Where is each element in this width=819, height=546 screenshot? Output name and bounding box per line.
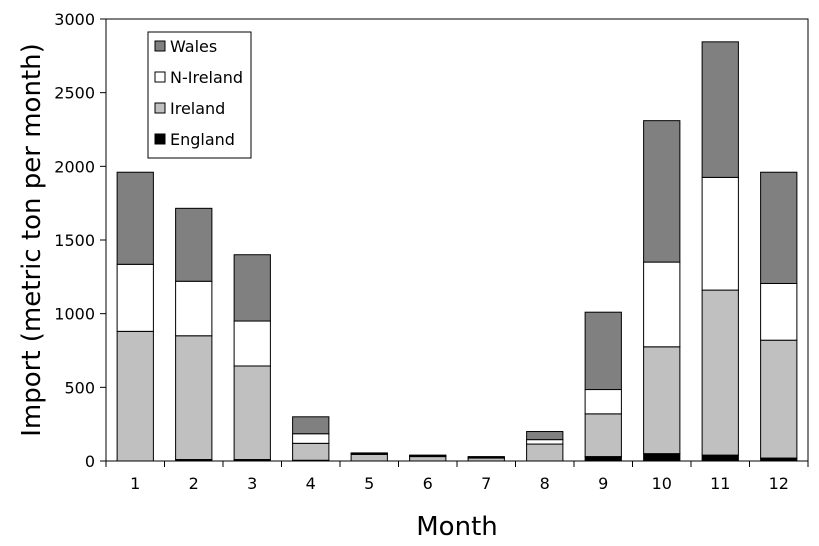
y-tick-label: 3000 (54, 10, 95, 29)
bar-segment-n-ireland (701, 176, 739, 291)
x-tick-label: 9 (598, 474, 608, 493)
y-tick-label: 1000 (54, 305, 95, 324)
bar-segment-wales (409, 454, 447, 457)
bar-segment-ireland (116, 330, 154, 462)
bar-segment-wales (584, 311, 622, 391)
x-tick-label: 7 (481, 474, 491, 493)
x-tick-label: 1 (130, 474, 140, 493)
x-tick-label: 12 (769, 474, 789, 493)
x-tick-label: 10 (652, 474, 672, 493)
bar-segment-england (643, 453, 681, 462)
x-tick-label: 2 (189, 474, 199, 493)
bar-segment-wales (643, 120, 681, 263)
bar-segment-england (584, 456, 622, 462)
bar-segment-wales (350, 452, 388, 455)
bar-segment-wales (292, 416, 330, 435)
legend: Wales N-Ireland Ireland England (147, 31, 252, 159)
bar-segment-ireland (526, 443, 564, 462)
y-tick-label: 2500 (54, 84, 95, 103)
bar-segment-ireland (409, 456, 447, 462)
bar-segment-n-ireland (584, 389, 622, 415)
bars (116, 41, 798, 462)
bar-segment-ireland (643, 346, 681, 455)
bar-segment-england (701, 454, 739, 462)
bar-segment-ireland (292, 442, 330, 461)
legend-swatch (154, 40, 166, 52)
bar-segment-wales (467, 456, 505, 458)
x-tick-label: 8 (540, 474, 550, 493)
bar-segment-ireland (701, 289, 739, 456)
x-tick-label: 4 (306, 474, 316, 493)
bar-segment-n-ireland (292, 433, 330, 444)
legend-label: Ireland (170, 99, 225, 118)
legend-label: N-Ireland (170, 68, 243, 87)
bar-segment-wales (233, 254, 271, 322)
bar-segment-wales (760, 171, 798, 284)
bar-segment-ireland (233, 365, 271, 461)
bar-segment-ireland (350, 453, 388, 462)
bar-segment-wales (701, 41, 739, 178)
legend-swatch (154, 102, 166, 114)
legend-label: England (170, 130, 235, 149)
y-tick-label: 500 (64, 378, 95, 397)
x-axis-title: Month (416, 512, 498, 542)
legend-label: Wales (170, 37, 217, 56)
legend-swatch (154, 133, 166, 145)
legend-swatch (154, 71, 166, 83)
x-tick-label: 11 (710, 474, 730, 493)
bar-segment-n-ireland (175, 280, 213, 337)
bar-segment-n-ireland (116, 263, 154, 332)
y-tick-label: 2000 (54, 157, 95, 176)
x-tick-label: 6 (423, 474, 433, 493)
x-tick-label: 3 (247, 474, 257, 493)
bar-segment-wales (175, 207, 213, 282)
y-tick-label: 1500 (54, 231, 95, 250)
bar-segment-n-ireland (526, 439, 564, 445)
y-tick-label: 0 (85, 452, 95, 471)
bar-segment-n-ireland (760, 282, 798, 341)
bar-segment-ireland (584, 413, 622, 458)
bar-segment-wales (116, 171, 154, 265)
bar-segment-n-ireland (233, 320, 271, 367)
bar-segment-ireland (175, 335, 213, 461)
bar-segment-n-ireland (643, 261, 681, 348)
y-axis-title: Import (metric ton per month) (17, 43, 47, 437)
bar-segment-ireland (760, 339, 798, 459)
x-tick-label: 5 (364, 474, 374, 493)
bar-segment-wales (526, 431, 564, 441)
